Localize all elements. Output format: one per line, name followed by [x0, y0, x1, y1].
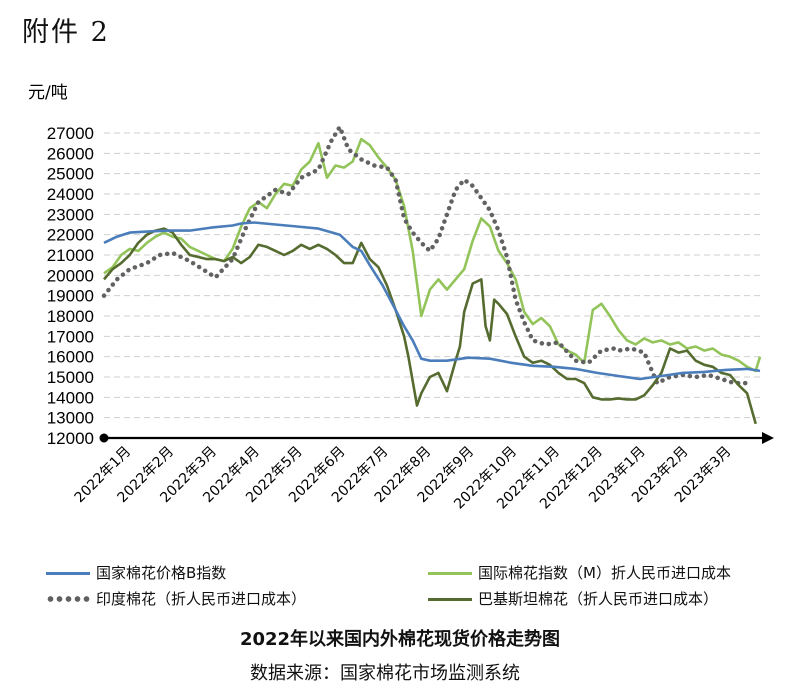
- y-tick-label: 21000: [47, 246, 94, 265]
- y-axis-unit-label: 元/吨: [28, 83, 68, 103]
- legend-item-india: 印度棉花（折人民币进口成本）: [46, 588, 306, 609]
- y-tick-label: 19000: [47, 287, 94, 306]
- y-tick-label: 16000: [47, 348, 94, 367]
- legend-label-m-index: 国际棉花指数（M）折人民币进口成本: [478, 564, 731, 582]
- y-tick-label: 15000: [47, 368, 94, 387]
- y-tick-label: 27000: [47, 124, 94, 143]
- series-line: [103, 227, 757, 425]
- series-lines: [101, 124, 762, 425]
- series-line: [103, 137, 762, 373]
- y-tick-label: 12000: [47, 429, 94, 448]
- x-tick-labels: 2022年1月2022年2月2022年3月2022年4月2022年5月2022年…: [72, 444, 735, 513]
- y-tick-label: 18000: [47, 307, 94, 326]
- axis-origin-dot: [99, 433, 109, 443]
- legend-swatch-m-index: [428, 566, 472, 580]
- legend-label-pakistan: 巴基斯坦棉花（折人民币进口成本）: [478, 590, 719, 608]
- y-tick-label: 24000: [47, 185, 94, 204]
- legend-swatch-b-index: [46, 566, 90, 580]
- y-tick-label: 17000: [47, 327, 94, 346]
- legend-item-m-index: 国际棉花指数（M）折人民币进口成本: [428, 562, 731, 583]
- y-tick-label: 14000: [47, 388, 94, 407]
- legend-item-b-index: 国家棉花价格B指数: [46, 562, 226, 583]
- axes: [99, 432, 774, 444]
- x-axis-arrow: [762, 432, 774, 444]
- attachment-label: 附件 2: [22, 17, 110, 48]
- y-tick-label: 23000: [47, 205, 94, 224]
- y-tick-label: 22000: [47, 226, 94, 245]
- legend-swatch-india: [46, 592, 90, 606]
- series-line: [101, 124, 750, 386]
- legend-swatch-pakistan: [428, 592, 472, 606]
- y-tick-label: 26000: [47, 144, 94, 163]
- series-line: [103, 221, 761, 381]
- y-tick-label: 13000: [47, 409, 94, 428]
- chart-title: 2022年以来国内外棉花现货价格走势图: [239, 629, 561, 650]
- chart-legend: 国家棉花价格B指数 国际棉花指数（M）折人民币进口成本 印度棉花（折人民币进口成…: [40, 558, 790, 608]
- y-tick-label: 25000: [47, 165, 94, 184]
- y-tick-label: 20000: [47, 266, 94, 285]
- legend-item-pakistan: 巴基斯坦棉花（折人民币进口成本）: [428, 588, 718, 609]
- data-source-note: 数据来源：国家棉花市场监测系统: [250, 663, 520, 684]
- legend-label-india: 印度棉花（折人民币进口成本）: [96, 590, 307, 608]
- legend-label-b-index: 国家棉花价格B指数: [96, 564, 227, 582]
